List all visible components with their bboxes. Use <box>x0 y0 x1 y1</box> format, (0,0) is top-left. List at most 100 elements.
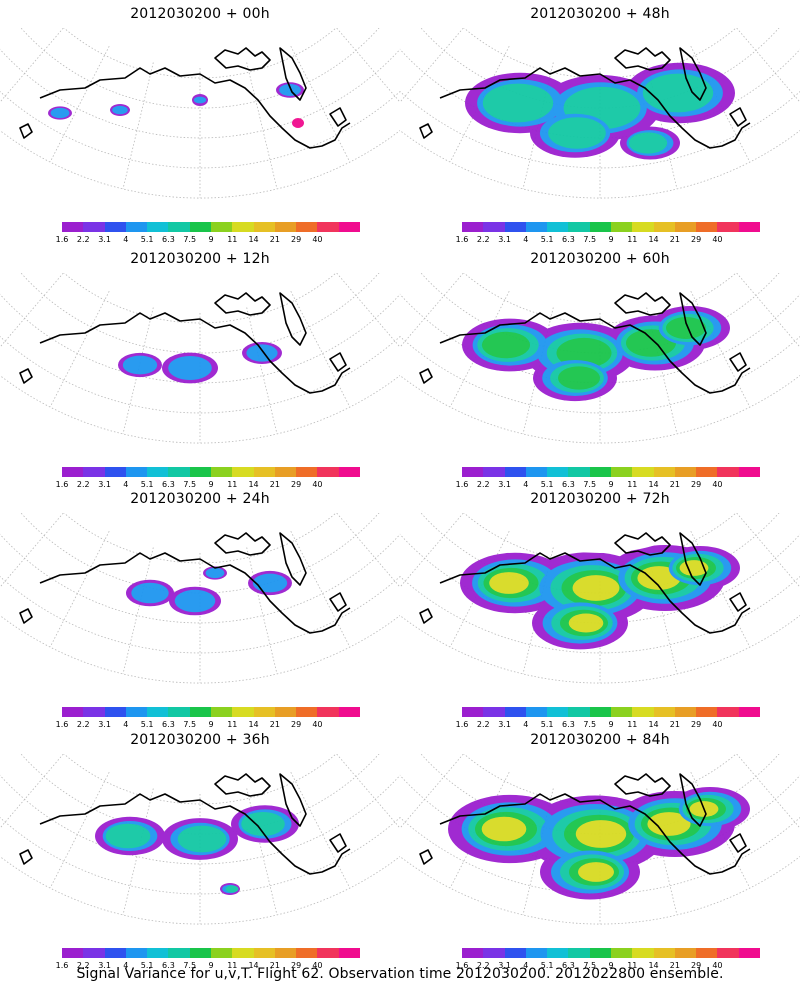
longitude-line <box>449 291 510 408</box>
latitude-line <box>400 335 800 414</box>
colorbar-tick-label: 11 <box>627 961 638 970</box>
longitude-line <box>362 273 400 307</box>
panel-title: 2012030200 + 12h <box>130 251 270 267</box>
colorbar-tick-label: 6.3 <box>162 720 175 729</box>
colorbar-swatch <box>696 707 718 717</box>
colorbar-swatch <box>462 707 484 717</box>
variance-contour <box>225 885 239 893</box>
coastline <box>419 47 751 149</box>
colorbar-tick-label: 21 <box>669 480 680 489</box>
colorbar-swatch <box>338 222 360 232</box>
colorbar-swatch <box>253 467 275 477</box>
variance-contour <box>481 816 527 842</box>
colorbar-swatch <box>653 948 675 958</box>
colorbar <box>462 948 760 958</box>
panel-12h: 2012030200 + 12h 1.6 2.2 3.1 4 5.1 6.3 7.5 9 11 1… <box>0 245 400 490</box>
colorbar-tick-label: 4 <box>523 961 529 970</box>
coastline-path <box>19 368 33 384</box>
colorbar-swatch <box>568 467 590 477</box>
coastline-path <box>614 773 671 797</box>
colorbar-tick-label: 7.5 <box>183 235 197 244</box>
variance-contour <box>193 96 207 104</box>
variance-field <box>465 62 735 160</box>
colorbar-swatch <box>547 948 569 958</box>
coastline <box>419 773 751 875</box>
colorbar-tick-label: 9 <box>208 720 214 729</box>
colorbar-ticks: 1.6 2.2 3.1 4 5.1 6.3 7.5 9 11 14 21 29 40 <box>56 961 360 971</box>
variance-contour <box>246 344 278 362</box>
colorbar-tick-label: 11 <box>627 480 638 489</box>
colorbar-ticks: 1.6 2.2 3.1 4 5.1 6.3 7.5 9 11 14 21 29 40 <box>456 961 760 971</box>
colorbar-tick-label: 29 <box>691 720 702 729</box>
variance-field <box>48 82 304 128</box>
colorbar-swatch <box>62 707 84 717</box>
longitude-line <box>449 46 510 163</box>
colorbar-swatch <box>589 222 611 232</box>
variance-contour <box>177 825 227 853</box>
variance-field <box>95 805 299 895</box>
panel-72h: 2012030200 + 72h 1.6 2.2 3.1 4 5.1 6.3 7.5 9 11 1… <box>400 485 800 730</box>
colorbar-swatch <box>125 222 148 232</box>
panel-title: 2012030200 + 24h <box>130 491 270 507</box>
colorbar-tick-label: 14 <box>248 720 259 729</box>
latitude-line <box>0 575 400 654</box>
colorbar-tick-label: 4 <box>523 720 529 729</box>
coastline-path <box>39 67 351 149</box>
colorbar-swatch <box>189 467 211 477</box>
coastline-path <box>729 352 747 372</box>
variance-contour <box>666 317 706 339</box>
panel-title: 2012030200 + 72h <box>530 491 670 507</box>
colorbar-tick-label: 6.3 <box>562 480 575 489</box>
colorbar <box>62 467 360 477</box>
latitude-line <box>20 754 380 835</box>
variance-field <box>462 306 730 402</box>
colorbar-swatch <box>717 222 739 232</box>
colorbar-tick-label: 11 <box>627 235 638 244</box>
colorbar-swatch <box>738 948 760 958</box>
colorbar-tick-label: 29 <box>291 961 302 970</box>
colorbar-swatch <box>462 948 484 958</box>
colorbar-swatch <box>189 707 211 717</box>
colorbar-ticks: 1.6 2.2 3.1 4 5.1 6.3 7.5 9 11 14 21 29 40 <box>56 720 360 730</box>
coastline <box>19 47 351 149</box>
longitude-line <box>400 28 464 103</box>
colorbar-tick-label: 11 <box>227 720 238 729</box>
colorbar-tick-label: 7.5 <box>583 235 597 244</box>
variance-contour <box>174 589 216 613</box>
colorbar-tick-label: 29 <box>691 480 702 489</box>
colorbar-tick-label: 5.1 <box>540 720 554 729</box>
colorbar-tick-label: 11 <box>227 480 238 489</box>
coastline <box>19 532 351 634</box>
coastline-path <box>329 833 347 853</box>
variance-contour <box>482 83 554 123</box>
colorbar-tick-label: 14 <box>248 961 259 970</box>
longitude-line <box>0 754 38 788</box>
variance-map <box>400 513 800 684</box>
colorbar-tick-label: 21 <box>269 480 280 489</box>
colorbar-tick-label: 14 <box>248 235 259 244</box>
colorbar-swatch <box>717 467 739 477</box>
colorbar-swatch <box>168 467 190 477</box>
coastline <box>419 532 751 634</box>
colorbar-tick-label: 40 <box>312 961 323 970</box>
colorbar-tick-label: 14 <box>648 961 659 970</box>
variance-contour <box>548 117 606 149</box>
colorbar-tick-label: 3.1 <box>98 961 111 970</box>
colorbar-tick-label: 5.1 <box>540 235 554 244</box>
coastline-path <box>19 123 33 139</box>
colorbar-tick-label: 40 <box>312 235 323 244</box>
coastline-path <box>729 833 747 853</box>
colorbar <box>462 467 760 477</box>
colorbar-tick-label: 1.6 <box>55 235 69 244</box>
colorbar-swatch <box>189 222 211 232</box>
variance-peak <box>292 118 304 128</box>
longitude-line <box>736 28 800 103</box>
coastline-path <box>439 793 751 875</box>
colorbar-tick-label: 40 <box>312 720 323 729</box>
colorbar-ticks: 1.6 2.2 3.1 4 5.1 6.3 7.5 9 11 14 21 29 40 <box>456 480 760 490</box>
panel-48h: 2012030200 + 48h 1.6 2.2 3.1 4 5.1 6.3 7.5 9 11 1… <box>400 0 800 245</box>
colorbar-ticks: 1.6 2.2 3.1 4 5.1 6.3 7.5 9 11 14 21 29 40 <box>456 235 760 245</box>
colorbar-tick-label: 9 <box>608 235 614 244</box>
colorbar-tick-label: 9 <box>608 961 614 970</box>
colorbar-swatch <box>104 467 126 477</box>
